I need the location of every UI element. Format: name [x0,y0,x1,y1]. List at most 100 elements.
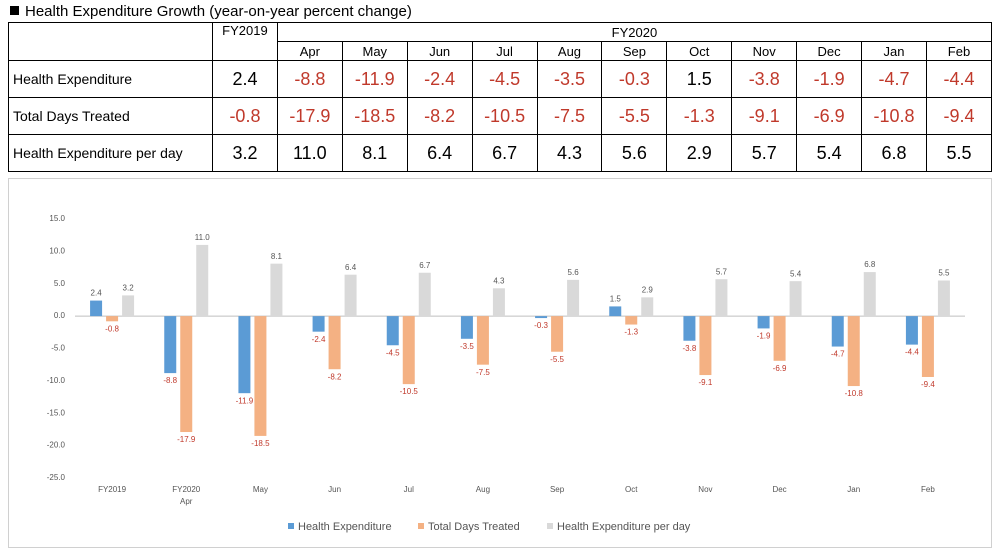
table-row: Total Days Treated -0.8 -17.9 -18.5 -8.2 -10.… [8,97,993,135]
table-cell: 5.6 [601,134,668,172]
bar [567,279,580,317]
column-header: May [341,41,408,61]
legend-label: Health Expenditure [298,521,392,533]
bar [609,306,622,317]
table-cell: 11.0 [276,134,343,172]
table-cell: -10.5 [471,97,538,135]
data-label: -1.9 [757,332,771,341]
legend-swatch [418,523,424,529]
y-tick-label: -25.0 [47,473,66,482]
data-label: -17.9 [177,435,196,444]
table-cell: 2.4 [212,60,278,98]
bar [757,316,770,329]
bar [551,316,564,352]
table-cell: -11.9 [341,60,408,98]
data-label: -1.3 [624,328,638,337]
y-tick-label: -15.0 [47,408,66,417]
data-label: 6.7 [419,261,431,270]
x-tick-label: Nov [698,485,712,494]
bar [328,316,341,370]
column-header: FY2019 [212,22,278,61]
data-label: 3.2 [123,284,135,293]
row-label: Health Expenditure [8,60,213,98]
data-label: 4.3 [493,276,505,285]
y-tick-label: 10.0 [49,246,65,255]
chart-frame [8,178,992,548]
table-row: Health Expenditure per day 3.2 11.0 8.1 6.4 6… [8,134,993,172]
legend-label: Health Expenditure per day [557,521,691,533]
bar [180,316,193,433]
bar [418,272,431,317]
bar [789,281,802,317]
bar [831,316,844,347]
data-label: 5.5 [938,269,950,278]
bar [196,244,209,317]
table-cell: -7.5 [536,97,603,135]
x-tick-label: Sep [550,485,565,494]
data-label: 5.6 [568,268,580,277]
table-cell: 6.4 [406,134,473,172]
bar [476,316,489,365]
data-label: -11.9 [236,396,254,405]
column-header: Jul [471,41,538,61]
bar [683,316,696,341]
bar [270,263,283,317]
data-label: -3.8 [683,344,697,353]
bar [625,316,638,325]
x-tick-label: Oct [625,485,638,494]
bar [386,316,399,346]
table-cell: 6.7 [471,134,538,172]
bar [921,316,934,377]
column-header: Dec [796,41,863,61]
data-label: -2.4 [312,335,326,344]
legend-label: Total Days Treated [428,521,520,533]
data-label: 11.0 [195,233,211,242]
data-label: -0.8 [105,324,119,333]
data-label: -6.9 [773,364,787,373]
x-group-label: FY2020 [172,485,201,494]
title: Health Expenditure Growth (year-on-year … [25,3,412,20]
table-cell: -17.9 [276,97,343,135]
bar [90,300,103,317]
data-label: 6.4 [345,263,357,272]
bar [492,288,505,317]
column-header: Feb [925,41,993,61]
x-tick-label: Feb [921,485,935,494]
table-cell: -5.5 [601,97,668,135]
y-tick-label: -20.0 [47,441,66,450]
data-label: -3.5 [460,342,474,351]
table-cell: 5.5 [925,134,993,172]
table-cell: 6.8 [861,134,927,172]
table-cell: -3.5 [536,60,603,98]
bar [106,316,119,322]
bar [164,316,177,374]
bar [535,316,548,319]
bar [460,316,473,339]
x-tick-label: May [253,485,268,494]
x-tick-label: Aug [476,485,490,494]
x-tick-label: FY2019 [98,485,127,494]
data-label: 5.4 [790,269,802,278]
y-tick-label: 0.0 [54,311,66,320]
bar [773,316,786,361]
x-tick-label: Jun [328,485,341,494]
data-label: 8.1 [271,252,283,261]
bar [238,316,251,394]
bar [715,279,728,317]
y-tick-label: 5.0 [54,279,66,288]
title-row: Health Expenditure Growth (year-on-year … [10,3,412,20]
x-tick-label: Dec [772,485,786,494]
table-cell: -9.1 [731,97,798,135]
bar [254,316,267,436]
data-label: -4.5 [386,348,400,357]
y-tick-label: -5.0 [51,344,65,353]
data-label: 2.4 [91,289,103,298]
legend-swatch [547,523,553,529]
legend-swatch [288,523,294,529]
data-label: 5.7 [716,267,728,276]
table-cell: -4.5 [471,60,538,98]
data-label: -0.3 [534,321,548,330]
data-label: 2.9 [642,285,654,294]
data-label: -8.2 [328,372,342,381]
